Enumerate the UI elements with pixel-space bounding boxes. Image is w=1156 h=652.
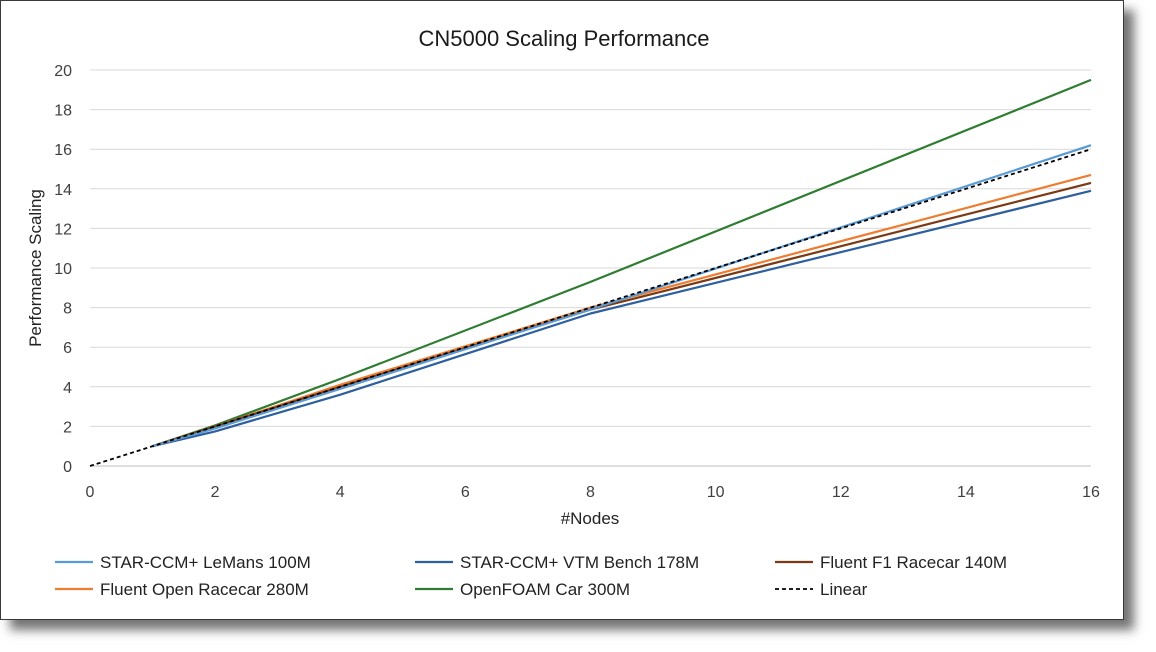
y-tick-label: 16 xyxy=(54,142,72,159)
series-line-openfoam-car-300m xyxy=(152,78,1092,448)
x-tick-label: 16 xyxy=(1082,484,1100,501)
y-tick-label: 10 xyxy=(54,261,72,278)
gridlines xyxy=(90,69,1091,467)
legend: STAR-CCM+ LeMans 100M STAR-CCM+ VTM Bench… xyxy=(55,553,1007,599)
y-tick-label: 8 xyxy=(63,301,72,318)
y-tick-label: 2 xyxy=(63,419,72,436)
legend-label: STAR-CCM+ LeMans 100M xyxy=(100,553,311,572)
x-tick-label: 10 xyxy=(707,484,725,501)
x-axis-title: #Nodes xyxy=(561,509,620,528)
series-line-fluent-f1-racecar-140m xyxy=(152,181,1092,448)
series-line-fluent-open-racecar-280m xyxy=(152,173,1092,448)
x-tick-label: 4 xyxy=(336,484,345,501)
y-axis-title: Performance Scaling xyxy=(26,189,45,347)
y-tick-label: 6 xyxy=(63,340,72,357)
series-lines xyxy=(89,78,1092,467)
x-tick-label: 14 xyxy=(957,484,975,501)
x-tick-label: 2 xyxy=(211,484,220,501)
chart-title: CN5000 Scaling Performance xyxy=(418,26,709,51)
chart-frame xyxy=(0,0,1124,620)
legend-label: Fluent Open Racecar 280M xyxy=(100,580,309,599)
legend-label: STAR-CCM+ VTM Bench 178M xyxy=(460,553,699,572)
series-line-star-ccm-lemans-100m xyxy=(152,144,1092,448)
legend-label: Linear xyxy=(820,580,868,599)
y-tick-labels: 0 2 4 6 8 10 12 14 16 18 20 xyxy=(54,63,72,476)
x-tick-label: 12 xyxy=(832,484,850,501)
y-tick-label: 14 xyxy=(54,182,72,199)
series-line-star-ccm-vtm-bench-178m xyxy=(152,189,1092,448)
y-tick-label: 18 xyxy=(54,103,72,120)
x-tick-label: 0 xyxy=(86,484,95,501)
y-tick-label: 0 xyxy=(63,459,72,476)
y-tick-label: 20 xyxy=(54,63,72,80)
x-tick-label: 8 xyxy=(586,484,595,501)
legend-label: Fluent F1 Racecar 140M xyxy=(820,553,1007,572)
x-tick-labels: 0 2 4 6 8 10 12 14 16 xyxy=(86,484,1100,501)
x-tick-label: 6 xyxy=(461,484,470,501)
y-tick-label: 12 xyxy=(54,221,72,238)
legend-label: OpenFOAM Car 300M xyxy=(460,580,630,599)
y-tick-label: 4 xyxy=(63,380,72,397)
